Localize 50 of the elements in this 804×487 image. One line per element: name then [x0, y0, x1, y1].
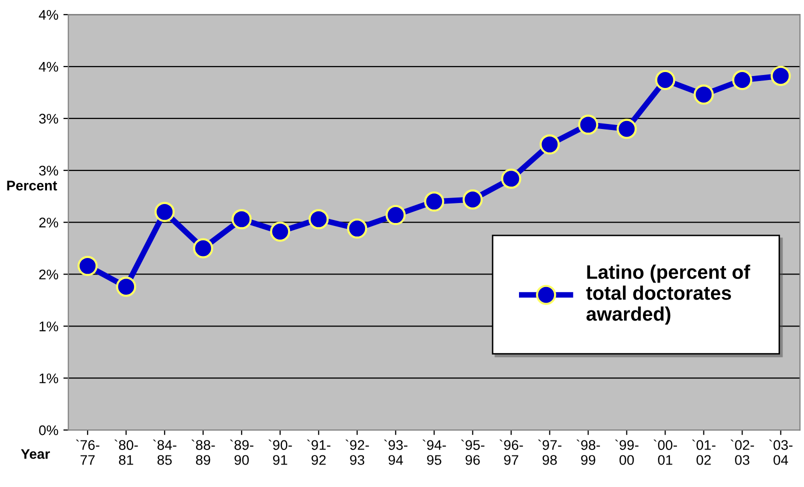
point [232, 209, 252, 230]
y-tick-label: 4% [38, 10, 58, 20]
point [501, 168, 522, 189]
point [616, 118, 637, 139]
y-tick-label: 0% [39, 425, 58, 436]
point [270, 222, 290, 242]
y-tick-label: 2% [39, 270, 58, 280]
y-tick-label: 3% [39, 114, 58, 124]
x-tick-label: `90- 91 [268, 440, 292, 465]
point [193, 238, 214, 258]
x-axis-title: Year [20, 449, 50, 459]
x-tick-label: `76- 77 [76, 440, 100, 465]
x-tick-label: `01- 02 [692, 440, 716, 465]
y-tick-label: 1% [40, 322, 58, 332]
point [78, 256, 98, 276]
y-tick-label: 1% [40, 373, 58, 384]
point [655, 70, 676, 90]
point [770, 66, 791, 86]
point [347, 218, 368, 239]
x-tick-label: `89- 90 [230, 440, 254, 465]
x-tick-label: `92- 93 [346, 440, 369, 465]
point [424, 191, 444, 212]
y-axis-title: Percent [7, 180, 58, 190]
point [732, 70, 752, 90]
point [308, 209, 329, 230]
x-tick-label: `00- 01 [654, 440, 677, 465]
point [540, 134, 560, 154]
y-tick-label: 2% [39, 218, 58, 228]
point [578, 114, 598, 135]
x-tick-label: `93- 94 [384, 440, 408, 465]
x-tick-label: `80- 81 [114, 440, 138, 465]
x-tick-label: `84- 85 [152, 440, 176, 465]
legend-label: Latino (percent of total doctorates awarded) [586, 264, 750, 325]
point [154, 202, 175, 222]
y-tick-label: 3% [39, 166, 58, 176]
x-tick-label: `91- 92 [307, 440, 330, 465]
x-tick-label: `97- 98 [538, 440, 562, 465]
x-tick-label: `95- 96 [461, 440, 484, 465]
x-tick-label: `94- 95 [422, 440, 446, 465]
point [116, 276, 136, 297]
y-tick-label: 4% [38, 62, 58, 72]
point [462, 189, 483, 210]
x-tick-label: `99- 00 [615, 440, 638, 465]
point [694, 84, 714, 105]
x-tick-label: `88- 89 [191, 440, 215, 465]
x-tick-label: `96- 97 [500, 440, 523, 465]
point [386, 204, 406, 226]
x-tick-label: `03- 04 [769, 440, 792, 465]
x-tick-label: `98- 99 [576, 440, 600, 465]
x-tick-label: `02- 03 [730, 440, 754, 465]
